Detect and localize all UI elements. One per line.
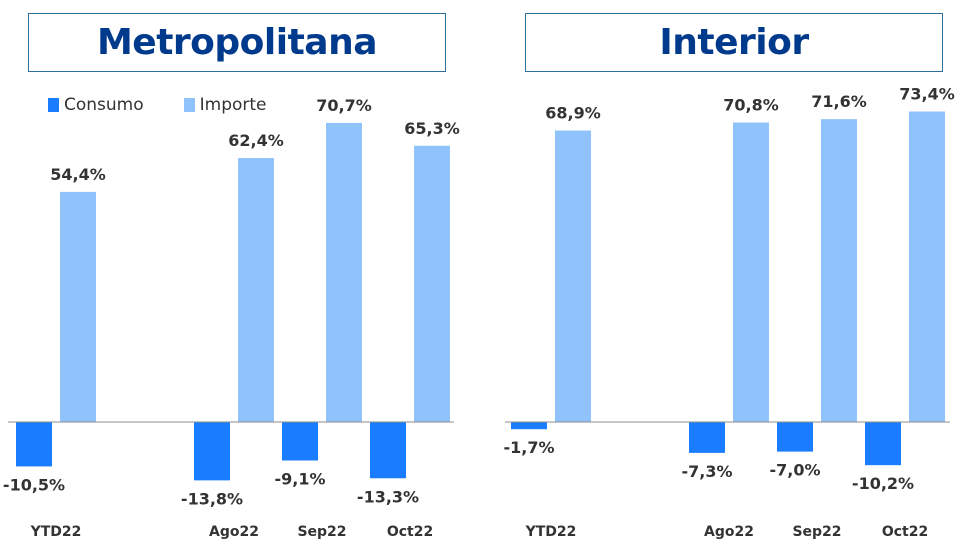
bar-consumo [16, 422, 52, 467]
category-label: YTD22 [30, 524, 82, 540]
legend-item-consumo: Consumo [48, 95, 144, 115]
data-label-importe: 62,4% [228, 131, 284, 150]
bar-importe [733, 122, 769, 423]
data-label-consumo: -13,3% [357, 487, 419, 506]
bar-importe [60, 191, 96, 422]
bar-consumo [865, 422, 901, 466]
legend-label-consumo: Consumo [64, 95, 144, 115]
category-label: Sep22 [792, 524, 841, 540]
data-label-importe: 71,6% [811, 92, 867, 111]
data-label-consumo: -13,8% [181, 489, 243, 508]
category-label: Sep22 [297, 524, 346, 540]
legend-swatch-importe [183, 98, 195, 112]
bar-importe [821, 119, 857, 422]
data-label-importe: 65,3% [404, 119, 460, 138]
bar-consumo [194, 422, 230, 481]
data-label-importe: 68,9% [545, 104, 601, 123]
data-label-consumo: -10,2% [852, 474, 914, 493]
data-label-importe: 73,4% [899, 85, 955, 104]
bar-consumo [689, 422, 725, 453]
data-label-consumo: -7,3% [681, 462, 732, 481]
bar-importe [909, 111, 945, 422]
data-label-consumo: -9,1% [274, 469, 325, 488]
data-label-consumo: -10,5% [3, 475, 65, 494]
category-label: Oct22 [882, 524, 928, 540]
category-label: Ago22 [704, 524, 754, 540]
data-label-importe: 70,7% [316, 96, 372, 115]
category-label: Ago22 [209, 524, 259, 540]
panel-title-interior: Interior [525, 13, 943, 72]
bar-importe [238, 158, 274, 422]
bar-importe [326, 122, 362, 423]
category-label: Oct22 [387, 524, 433, 540]
legend-item-importe: Importe [183, 95, 267, 115]
legend-label-importe: Importe [199, 95, 267, 115]
legend-swatch-consumo [48, 98, 59, 112]
legend: Consumo Importe [48, 95, 307, 115]
data-label-importe: 54,4% [50, 165, 106, 184]
data-label-consumo: -7,0% [769, 461, 820, 480]
bar-consumo [370, 422, 406, 479]
bar-importe [414, 145, 450, 422]
bar-consumo [282, 422, 318, 461]
data-label-importe: 70,8% [723, 96, 779, 115]
panel-title-metropolitana: Metropolitana [28, 13, 446, 72]
bar-consumo [511, 422, 547, 430]
category-label: YTD22 [525, 524, 577, 540]
data-label-consumo: -1,7% [503, 438, 554, 457]
bar-consumo [777, 422, 813, 452]
bar-importe [555, 130, 591, 423]
